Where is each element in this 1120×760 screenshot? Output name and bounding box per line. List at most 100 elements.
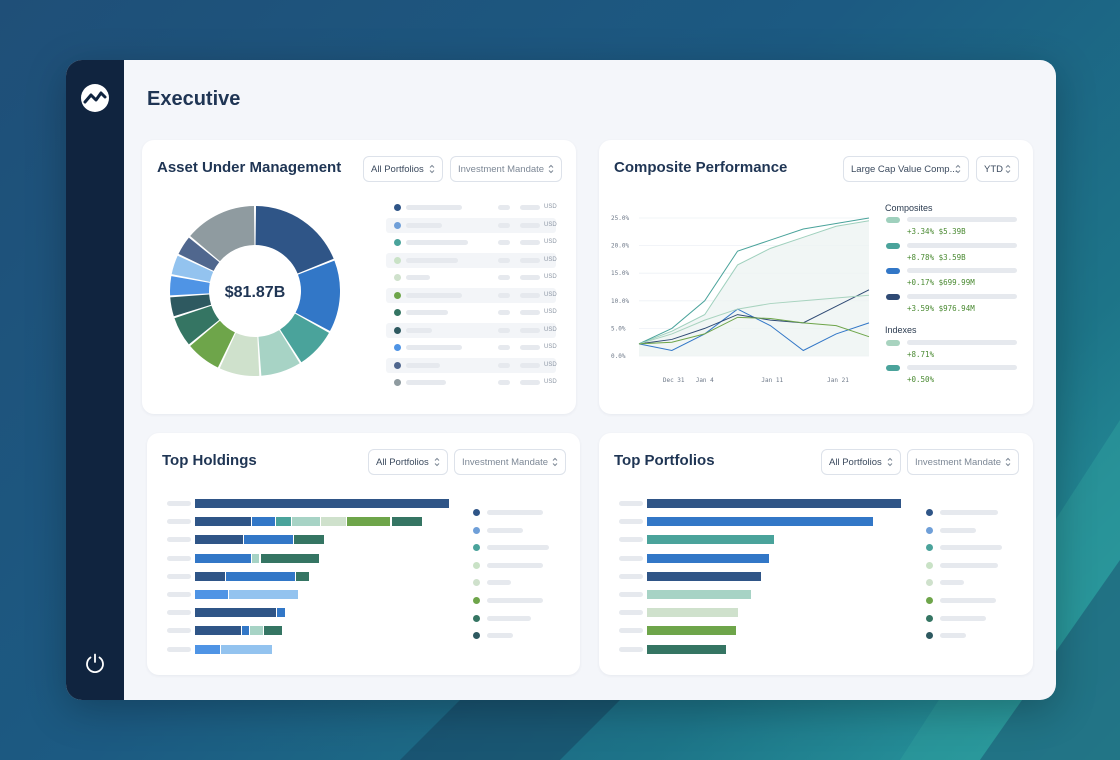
- donut-slice[interactable]: [170, 276, 210, 296]
- legend-value-placeholder: [498, 205, 510, 210]
- legend-label-placeholder: [487, 510, 543, 515]
- donut-slice[interactable]: [295, 260, 340, 332]
- bar-segment[interactable]: [291, 517, 320, 527]
- legend-label-placeholder: [406, 275, 430, 280]
- legend-label-placeholder: [406, 345, 462, 350]
- bar-segment[interactable]: [195, 553, 251, 563]
- bar-segment[interactable]: [195, 626, 241, 636]
- aum-legend-row[interactable]: USD: [386, 340, 557, 355]
- donut-slice[interactable]: [258, 330, 300, 376]
- legend-dot: [926, 579, 933, 587]
- legend-label-placeholder: [487, 615, 531, 621]
- bar-segment[interactable]: [391, 517, 422, 527]
- currency-label: USD: [544, 361, 557, 368]
- donut-slice[interactable]: [219, 332, 260, 376]
- composite-select[interactable]: Large Cap Value Comp...: [843, 156, 969, 182]
- bar-segment[interactable]: [275, 517, 291, 527]
- aum-legend-row[interactable]: USD: [386, 375, 557, 390]
- aum-legend-row[interactable]: USD: [386, 305, 557, 320]
- bar-segment[interactable]: [264, 626, 282, 636]
- series-line[interactable]: [638, 289, 870, 345]
- bar-segment[interactable]: [195, 644, 221, 654]
- legend-label-placeholder: [406, 310, 448, 315]
- bar-segment[interactable]: [296, 571, 309, 581]
- bar-segment[interactable]: [260, 553, 319, 563]
- donut-slice[interactable]: [170, 294, 212, 317]
- legend-swatch[interactable]: [886, 268, 900, 274]
- bar-segment[interactable]: [241, 626, 250, 636]
- aum-legend-row[interactable]: USD: [386, 252, 557, 268]
- bar-segment[interactable]: [195, 499, 449, 508]
- legend-swatch[interactable]: [886, 365, 900, 371]
- donut-slice[interactable]: [280, 313, 329, 363]
- legend-swatch[interactable]: [886, 242, 900, 249]
- bar-segment[interactable]: [293, 535, 324, 545]
- series-line[interactable]: [638, 316, 870, 345]
- portfolios-mandate-select[interactable]: Investment Mandate: [907, 449, 1019, 475]
- aum-portfolio-select[interactable]: All Portfolios: [363, 156, 443, 182]
- bar[interactable]: [647, 535, 774, 545]
- bar[interactable]: [647, 553, 769, 563]
- aum-legend-row[interactable]: USD: [386, 287, 557, 303]
- bar-segment[interactable]: [277, 608, 285, 618]
- legend-amount-placeholder: [520, 362, 540, 368]
- legend-swatch[interactable]: [886, 340, 900, 346]
- bar-segment[interactable]: [195, 571, 226, 581]
- bar[interactable]: [647, 517, 874, 527]
- series-line[interactable]: [638, 217, 870, 345]
- portfolios-portfolio-select[interactable]: All Portfolios: [821, 449, 901, 475]
- bar[interactable]: [647, 499, 901, 508]
- aum-legend-row[interactable]: USD: [386, 270, 557, 285]
- aum-legend-row[interactable]: USD: [386, 357, 557, 373]
- bar[interactable]: [647, 590, 752, 599]
- aum-legend-row[interactable]: USD: [386, 235, 557, 250]
- bar-segment[interactable]: [195, 517, 251, 527]
- legend-dot: [473, 632, 480, 640]
- period-select[interactable]: YTD: [976, 156, 1019, 182]
- aum-legend-row[interactable]: USD: [386, 200, 557, 215]
- bar-segment[interactable]: [229, 590, 298, 599]
- bar[interactable]: [647, 644, 726, 654]
- bar-segment[interactable]: [195, 590, 229, 599]
- legend-dot: [394, 326, 401, 334]
- aum-mandate-select[interactable]: Investment Mandate: [450, 156, 562, 182]
- donut-slice[interactable]: [190, 320, 235, 368]
- bar-segment[interactable]: [221, 644, 273, 654]
- legend-name-placeholder: [907, 268, 1017, 273]
- legend-amount-placeholder: [520, 292, 540, 298]
- holdings-mandate-select[interactable]: Investment Mandate: [454, 449, 566, 475]
- holdings-portfolio-select[interactable]: All Portfolios: [368, 449, 448, 475]
- legend-label-placeholder: [940, 545, 1002, 551]
- power-icon[interactable]: [84, 652, 106, 674]
- bar[interactable]: [647, 608, 739, 618]
- bar[interactable]: [647, 626, 736, 636]
- bar-segment[interactable]: [320, 517, 347, 527]
- legend-amount-placeholder: [520, 257, 540, 263]
- series-area: [639, 220, 869, 356]
- legend-dot: [394, 361, 401, 369]
- bar-segment[interactable]: [244, 535, 293, 545]
- donut-slice[interactable]: [171, 255, 214, 282]
- logo-icon[interactable]: [81, 84, 109, 112]
- bar-segment[interactable]: [250, 626, 264, 636]
- bar-segment[interactable]: [195, 608, 277, 618]
- donut-slice[interactable]: [178, 237, 220, 271]
- bar[interactable]: [647, 571, 762, 581]
- sidebar: [66, 60, 124, 700]
- legend-swatch[interactable]: [886, 217, 900, 223]
- series-line[interactable]: [638, 294, 870, 345]
- donut-slice[interactable]: [255, 206, 334, 274]
- series-line[interactable]: [638, 220, 870, 345]
- donut-slice[interactable]: [174, 305, 220, 345]
- bar-segment[interactable]: [347, 517, 391, 527]
- bar-segment[interactable]: [251, 553, 260, 563]
- legend-dot: [394, 274, 401, 281]
- donut-slice[interactable]: [190, 206, 255, 262]
- legend-swatch[interactable]: [886, 293, 900, 300]
- bar-segment[interactable]: [195, 535, 244, 545]
- aum-legend-row[interactable]: USD: [386, 217, 557, 233]
- bar-segment[interactable]: [226, 571, 296, 581]
- currency-label: USD: [544, 221, 557, 228]
- bar-segment[interactable]: [251, 517, 275, 527]
- aum-legend-row[interactable]: USD: [386, 322, 557, 338]
